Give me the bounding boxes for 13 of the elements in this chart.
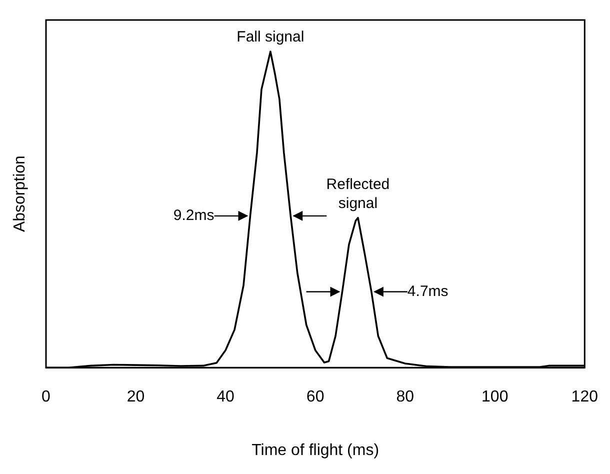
annotation: Reflected signal <box>326 176 390 212</box>
annotation: 4.7ms <box>407 282 448 300</box>
x-tick-label: 80 <box>396 388 414 406</box>
x-tick-label: 120 <box>571 388 598 406</box>
annotation: 9.2ms <box>173 207 214 224</box>
x-tick-label: 20 <box>126 388 145 406</box>
x-tick-label: 0 <box>42 388 51 406</box>
x-axis-title: Time of flight (ms) <box>252 442 380 459</box>
x-tick-label: 100 <box>482 388 508 406</box>
y-axis-title: Absorption <box>11 156 28 232</box>
x-tick-label: 40 <box>216 388 235 406</box>
x-tick-label: 60 <box>306 388 324 406</box>
annotation: Fall signal <box>236 28 304 46</box>
